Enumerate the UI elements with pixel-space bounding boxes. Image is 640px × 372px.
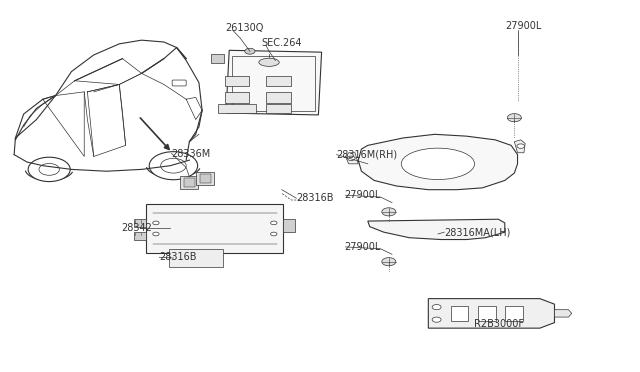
Bar (225, 76, 249, 86)
Circle shape (149, 152, 198, 180)
Circle shape (153, 221, 159, 225)
Bar (266, 105, 291, 112)
Polygon shape (368, 219, 505, 240)
Text: 28342: 28342 (121, 224, 152, 234)
Circle shape (508, 113, 522, 122)
Text: 27900L: 27900L (505, 22, 541, 32)
Circle shape (39, 163, 60, 175)
Bar (266, 76, 291, 86)
Circle shape (517, 144, 525, 148)
Bar (232, 56, 316, 111)
Circle shape (348, 156, 355, 161)
Bar (284, 219, 295, 232)
Bar (180, 176, 198, 189)
Polygon shape (428, 299, 554, 328)
Bar (225, 92, 249, 103)
Bar (147, 203, 284, 253)
Text: 27900L: 27900L (344, 242, 381, 252)
Circle shape (382, 208, 396, 216)
Circle shape (271, 221, 277, 225)
Bar (196, 172, 214, 185)
Circle shape (432, 317, 441, 322)
Ellipse shape (401, 148, 474, 180)
Text: 28336M: 28336M (172, 148, 211, 158)
Bar (266, 92, 291, 103)
Text: SEC.264: SEC.264 (261, 38, 302, 48)
Polygon shape (358, 134, 518, 190)
Bar (169, 249, 223, 267)
Circle shape (271, 232, 277, 236)
Bar (478, 306, 496, 321)
Text: R2B3000F: R2B3000F (474, 319, 524, 329)
Text: 28316B: 28316B (159, 252, 197, 262)
Polygon shape (554, 310, 572, 317)
Text: 28316MA(LH): 28316MA(LH) (444, 227, 511, 237)
Ellipse shape (259, 58, 279, 66)
Bar (211, 54, 224, 63)
Bar (200, 174, 211, 183)
Circle shape (161, 158, 186, 173)
Circle shape (153, 232, 159, 236)
Bar (134, 219, 147, 227)
Circle shape (382, 258, 396, 266)
Text: 26130Q: 26130Q (226, 23, 264, 33)
Bar (184, 178, 195, 187)
Circle shape (245, 48, 255, 54)
Bar (451, 306, 468, 321)
Text: 28316M(RH): 28316M(RH) (336, 150, 397, 160)
Circle shape (432, 305, 441, 310)
FancyBboxPatch shape (172, 80, 186, 86)
Text: 28316B: 28316B (296, 193, 334, 203)
Polygon shape (515, 140, 525, 153)
Polygon shape (346, 153, 358, 164)
Bar (134, 232, 147, 240)
Polygon shape (226, 50, 321, 115)
Bar (506, 306, 524, 321)
Circle shape (28, 157, 70, 182)
Bar (218, 105, 256, 112)
Text: 27900L: 27900L (344, 190, 381, 200)
